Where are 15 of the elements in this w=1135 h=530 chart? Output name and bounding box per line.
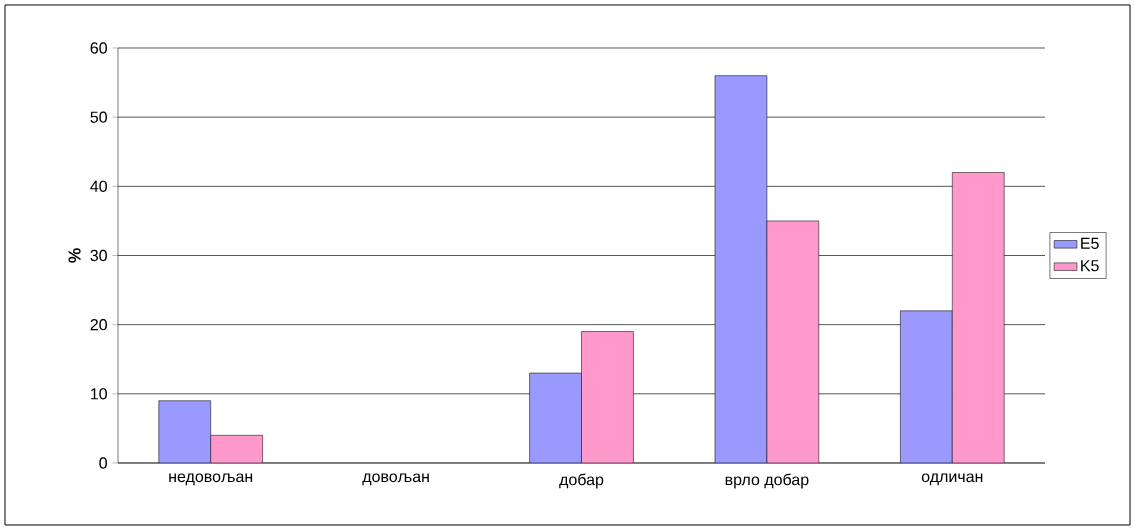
y-tick-label: 50 — [90, 111, 107, 123]
y-tick-label: 40 — [90, 180, 107, 192]
y-tick-label: 60 — [90, 42, 107, 54]
x-tick-label: добар — [559, 473, 604, 489]
x-tick-label: довољан — [362, 473, 429, 486]
y-tick-label: 30 — [90, 249, 107, 262]
legend-label: K5 — [1081, 260, 1099, 272]
y-tick-label: 10 — [91, 388, 107, 400]
x-tick-label: врло добар — [725, 473, 809, 489]
y-tick-label: 20 — [90, 319, 107, 331]
y-tick-label: 0 — [99, 457, 107, 469]
y-axis-title: % — [68, 248, 81, 263]
x-tick-label: одличан — [921, 473, 983, 486]
legend-label: E5 — [1081, 237, 1099, 249]
x-tick-label: недовољан — [169, 473, 253, 486]
